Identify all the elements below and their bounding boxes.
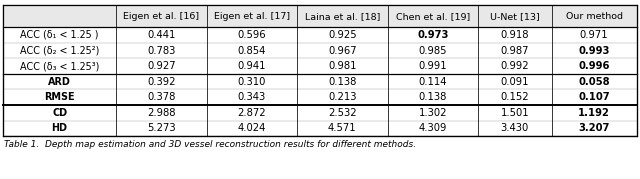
- Text: 4.309: 4.309: [419, 124, 447, 133]
- Text: 0.927: 0.927: [147, 61, 175, 71]
- Text: 0.783: 0.783: [147, 46, 175, 55]
- Text: Chen et al. [19]: Chen et al. [19]: [396, 12, 470, 21]
- Text: 0.918: 0.918: [500, 30, 529, 40]
- Text: 1.501: 1.501: [500, 108, 529, 118]
- Text: 0.967: 0.967: [328, 46, 356, 55]
- Text: 2.532: 2.532: [328, 108, 356, 118]
- Text: 0.987: 0.987: [500, 46, 529, 55]
- Bar: [3, 5, 637, 136]
- Text: Eigen et al. [17]: Eigen et al. [17]: [214, 12, 290, 21]
- Text: 0.441: 0.441: [147, 30, 175, 40]
- Text: 2.872: 2.872: [237, 108, 266, 118]
- Text: 0.107: 0.107: [579, 92, 610, 102]
- Text: 0.941: 0.941: [237, 61, 266, 71]
- Text: 0.971: 0.971: [580, 30, 609, 40]
- Text: 0.854: 0.854: [237, 46, 266, 55]
- Text: Table 1.  Depth map estimation and 3D vessel reconstruction results for differen: Table 1. Depth map estimation and 3D ves…: [4, 140, 417, 149]
- Text: 0.213: 0.213: [328, 92, 356, 102]
- Text: 0.058: 0.058: [579, 77, 610, 87]
- Text: ACC (δ₂ < 1.25²): ACC (δ₂ < 1.25²): [20, 46, 99, 55]
- Bar: [3, 5, 637, 27]
- Text: 0.991: 0.991: [419, 61, 447, 71]
- Text: Laina et al. [18]: Laina et al. [18]: [305, 12, 380, 21]
- Text: 0.973: 0.973: [417, 30, 449, 40]
- Text: 0.343: 0.343: [237, 92, 266, 102]
- Text: 2.988: 2.988: [147, 108, 175, 118]
- Text: 1.192: 1.192: [578, 108, 610, 118]
- Text: CD: CD: [52, 108, 67, 118]
- Text: 0.985: 0.985: [419, 46, 447, 55]
- Text: 0.138: 0.138: [419, 92, 447, 102]
- Text: 0.138: 0.138: [328, 77, 356, 87]
- Text: 0.091: 0.091: [500, 77, 529, 87]
- Text: 0.114: 0.114: [419, 77, 447, 87]
- Text: HD: HD: [52, 124, 68, 133]
- Text: 3.207: 3.207: [579, 124, 610, 133]
- Text: 0.925: 0.925: [328, 30, 356, 40]
- Text: 0.992: 0.992: [500, 61, 529, 71]
- Text: U-Net [13]: U-Net [13]: [490, 12, 540, 21]
- Text: 0.310: 0.310: [237, 77, 266, 87]
- Text: 0.392: 0.392: [147, 77, 175, 87]
- Text: 4.024: 4.024: [237, 124, 266, 133]
- Text: ARD: ARD: [48, 77, 71, 87]
- Text: Eigen et al. [16]: Eigen et al. [16]: [124, 12, 199, 21]
- Text: 1.302: 1.302: [419, 108, 447, 118]
- Text: Our method: Our method: [566, 12, 623, 21]
- Text: RMSE: RMSE: [44, 92, 75, 102]
- Text: 0.378: 0.378: [147, 92, 175, 102]
- Text: 0.993: 0.993: [579, 46, 610, 55]
- Text: ACC (δ₃ < 1.25³): ACC (δ₃ < 1.25³): [20, 61, 99, 71]
- Text: 0.981: 0.981: [328, 61, 356, 71]
- Text: 3.430: 3.430: [500, 124, 529, 133]
- Text: 5.273: 5.273: [147, 124, 175, 133]
- Text: 0.152: 0.152: [500, 92, 529, 102]
- Text: 4.571: 4.571: [328, 124, 356, 133]
- Text: ACC (δ₁ < 1.25 ): ACC (δ₁ < 1.25 ): [20, 30, 99, 40]
- Text: 0.596: 0.596: [237, 30, 266, 40]
- Text: 0.996: 0.996: [579, 61, 610, 71]
